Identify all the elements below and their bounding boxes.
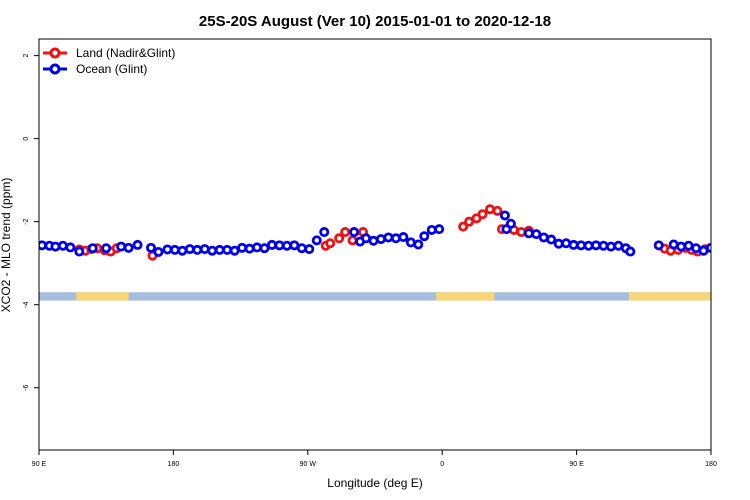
y-tick-label: -6 (23, 385, 30, 391)
x-axis-title: Longitude (deg E) (327, 476, 422, 490)
land-point (458, 221, 469, 232)
ocean-point (184, 244, 195, 255)
ocean-point (561, 238, 572, 249)
legend-ocean-marker (49, 63, 61, 75)
ocean-point (383, 232, 394, 243)
land-band-segment (436, 292, 495, 301)
plot-frame (38, 38, 712, 451)
ocean-point (145, 242, 156, 253)
ocean-point (311, 235, 322, 246)
y-tick-label: -4 (23, 301, 30, 307)
ocean-point (523, 228, 534, 239)
ocean-point (375, 234, 386, 245)
x-tick-label: 90 E (32, 461, 47, 468)
ocean-point (50, 241, 61, 252)
land-band-segment (628, 292, 711, 301)
ocean-point (177, 245, 188, 256)
land-point (745, 244, 750, 251)
ocean-band (39, 292, 711, 301)
data-series (39, 204, 750, 261)
ocean-point (65, 242, 76, 253)
legend-ocean-label: Ocean (Glint) (76, 62, 147, 76)
land-point (484, 204, 495, 215)
ocean-point (259, 243, 270, 254)
ocean-point (598, 240, 609, 251)
ocean-point (706, 242, 711, 253)
ocean-point (499, 210, 510, 221)
ocean-point (419, 231, 430, 242)
ocean-point (676, 241, 687, 252)
ocean-point (319, 227, 330, 238)
x-tick-label: 180 (168, 461, 180, 468)
legend-land-label: Land (Nadir&Glint) (76, 46, 175, 60)
land-point (477, 209, 488, 220)
land-point (464, 216, 475, 227)
legend-land-marker (49, 47, 61, 59)
ocean-point (296, 243, 307, 254)
ocean-point (426, 224, 437, 235)
ocean-point (237, 242, 248, 253)
chart-title: 25S-20S August (Ver 10) 2015-01-01 to 20… (199, 13, 551, 30)
x-tick-label: 180 (705, 461, 717, 468)
land-point (334, 233, 345, 244)
land-point (731, 242, 738, 249)
land-point (516, 227, 527, 238)
ocean-point (132, 239, 143, 250)
x-tick-label: 90 W (300, 461, 317, 468)
ocean-point (653, 240, 664, 251)
legend: Land (Nadir&Glint) Ocean (Glint) (43, 46, 175, 76)
ocean-point (625, 246, 636, 257)
ocean-point (199, 244, 210, 255)
ocean-point (304, 244, 315, 255)
ocean-point (57, 240, 68, 251)
y-tick-label: 0 (23, 137, 30, 141)
y-tick-label: 2 (23, 54, 30, 58)
land-point (737, 245, 744, 252)
ocean-point (368, 235, 379, 246)
ocean-point (169, 244, 180, 255)
land-point (492, 205, 503, 216)
series-ocean (39, 210, 711, 257)
ocean-point (605, 241, 616, 252)
ocean-point (123, 242, 134, 253)
ocean-point (116, 241, 127, 252)
ocean-point (207, 245, 218, 256)
ocean-point (244, 243, 255, 254)
y-axis-title: XCO2 - MLO trend (ppm) (0, 178, 13, 313)
ocean-point (413, 239, 424, 250)
land-sea-band (39, 292, 711, 301)
ocean-point (87, 243, 98, 254)
axes: 90 E 180 90 W 0 90 E 180 2 0 -2 -4 -6 (23, 54, 717, 468)
land-point (340, 227, 351, 238)
ocean-point (531, 229, 542, 240)
land-point (325, 238, 336, 249)
ocean-point (252, 242, 263, 253)
ocean-point (390, 233, 401, 244)
ocean-point (192, 244, 203, 255)
ocean-point (222, 244, 233, 255)
ocean-point (505, 218, 516, 229)
y-tick-label: -2 (23, 218, 30, 224)
land-band-segment (76, 292, 129, 301)
ocean-point (101, 243, 112, 254)
ocean-point (74, 246, 85, 257)
x-tick-label: 90 E (569, 461, 584, 468)
ocean-point (546, 234, 557, 245)
ocean-point (434, 224, 445, 235)
ocean-point (153, 246, 164, 257)
x-tick-label: 0 (440, 461, 444, 468)
ocean-point (349, 227, 360, 238)
ocean-point (398, 232, 409, 243)
